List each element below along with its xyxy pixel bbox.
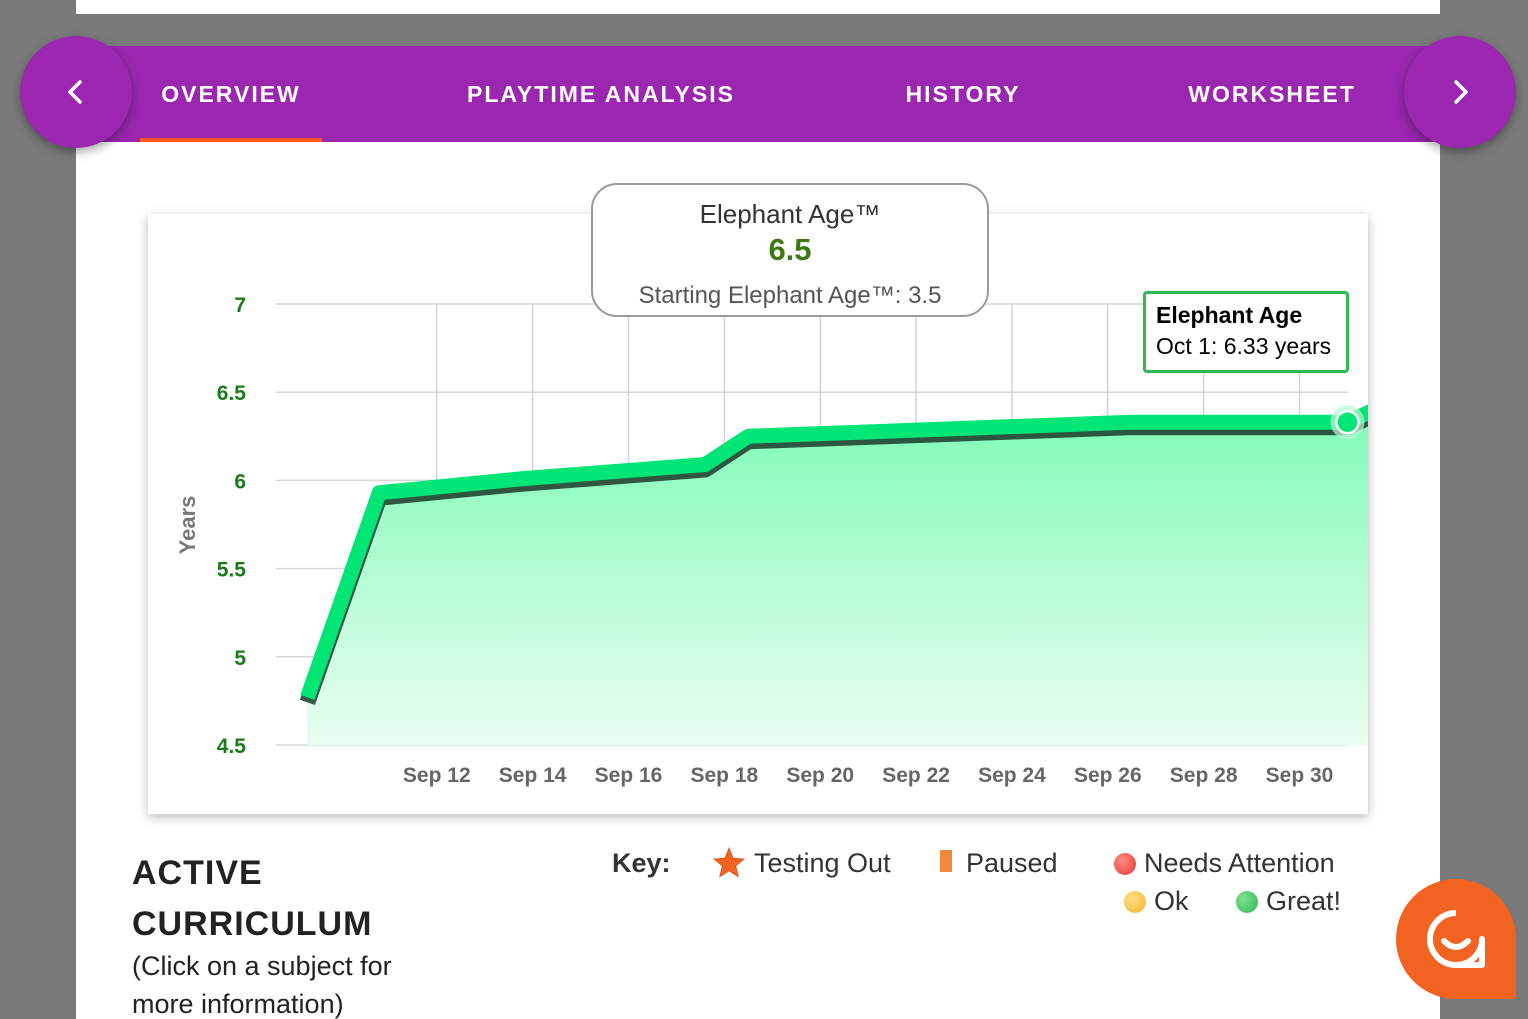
y-tick-label: 5.5 bbox=[217, 559, 247, 582]
y-tick-label: 5 bbox=[234, 647, 246, 670]
green-dot-icon bbox=[1236, 890, 1258, 913]
star-icon bbox=[713, 847, 745, 878]
chart-canvas: 4.5 5 5.5 6 6.5 7 Sep 12 Sep 14 Sep 16 Sep 18 Sep … bbox=[175, 294, 1368, 787]
x-tick-label: Sep 26 bbox=[1074, 764, 1142, 787]
key-ok-label: Ok bbox=[1154, 886, 1189, 916]
tab-playtime-analysis[interactable]: PLAYTIME ANALYSIS bbox=[467, 80, 735, 107]
series-line bbox=[300, 404, 1368, 700]
x-tick-label: Sep 18 bbox=[691, 764, 759, 787]
key-needs-attention-label: Needs Attention bbox=[1144, 848, 1335, 878]
top-card bbox=[76, 0, 1440, 14]
active-curriculum-heading: ACTIVE CURRICULUM bbox=[132, 854, 373, 943]
x-tick-label: Sep 12 bbox=[403, 764, 471, 787]
tooltip-title: Elephant Age bbox=[1156, 302, 1303, 328]
x-tick-label: Sep 14 bbox=[499, 764, 567, 787]
x-tick-label: Sep 22 bbox=[882, 764, 950, 787]
y-tick-label: 6.5 bbox=[217, 382, 247, 405]
key-testing-out-label: Testing Out bbox=[754, 847, 891, 878]
summary-value: 6.5 bbox=[768, 232, 812, 267]
tab-bar: OVERVIEW PLAYTIME ANALYSIS HISTORY WORKS… bbox=[76, 46, 1440, 142]
chat-icon bbox=[1427, 910, 1485, 968]
chevron-left-icon bbox=[68, 80, 82, 104]
key-testing-out: Testing Out bbox=[712, 846, 891, 880]
tab-history[interactable]: HISTORY bbox=[905, 80, 1021, 107]
summary-title: Elephant Age™ bbox=[699, 199, 881, 229]
x-tick-label: Sep 20 bbox=[786, 764, 854, 787]
x-tick-label: Sep 28 bbox=[1170, 764, 1238, 787]
prev-tab-button[interactable] bbox=[20, 36, 132, 148]
y-tick-label: 7 bbox=[234, 294, 246, 317]
key-ok: Ok bbox=[1124, 886, 1189, 917]
series-area bbox=[307, 412, 1368, 745]
tooltip-value: Oct 1: 6.33 years bbox=[1156, 333, 1332, 359]
x-tick-label: Sep 30 bbox=[1266, 764, 1334, 787]
y-tick-label: 6 bbox=[234, 470, 246, 493]
yellow-dot-icon bbox=[1124, 890, 1146, 913]
elephant-age-summary: Elephant Age™ 6.5 Starting Elephant Age™… bbox=[591, 183, 989, 317]
tab-overview[interactable]: OVERVIEW bbox=[161, 80, 301, 107]
chat-button[interactable] bbox=[1396, 879, 1516, 999]
x-tick-label: Sep 24 bbox=[978, 764, 1046, 787]
x-tick-label: Sep 16 bbox=[595, 764, 663, 787]
key-paused-label: Paused bbox=[966, 848, 1058, 878]
key-great: Great! bbox=[1236, 886, 1341, 917]
active-curriculum-subtitle: (Click on a subject for more information… bbox=[132, 951, 392, 1019]
key-label: Key: bbox=[612, 848, 671, 878]
tab-worksheet[interactable]: WORKSHEET bbox=[1188, 80, 1356, 107]
red-dot-icon bbox=[1114, 852, 1136, 875]
highlight-point bbox=[1335, 409, 1360, 435]
next-tab-button[interactable] bbox=[1404, 36, 1516, 148]
pause-icon bbox=[940, 848, 952, 879]
y-axis-title: Years bbox=[175, 496, 200, 555]
active-tab-indicator bbox=[140, 138, 322, 142]
key-great-label: Great! bbox=[1266, 886, 1342, 916]
chevron-right-icon bbox=[1454, 80, 1468, 104]
key-paused: Paused bbox=[940, 848, 1058, 879]
key-needs-attention: Needs Attention bbox=[1114, 848, 1335, 879]
y-tick-label: 4.5 bbox=[217, 735, 247, 758]
starting-age: Starting Elephant Age™: 3.5 bbox=[638, 282, 942, 309]
chart-tooltip: Elephant Age Oct 1: 6.33 years bbox=[1143, 291, 1349, 373]
